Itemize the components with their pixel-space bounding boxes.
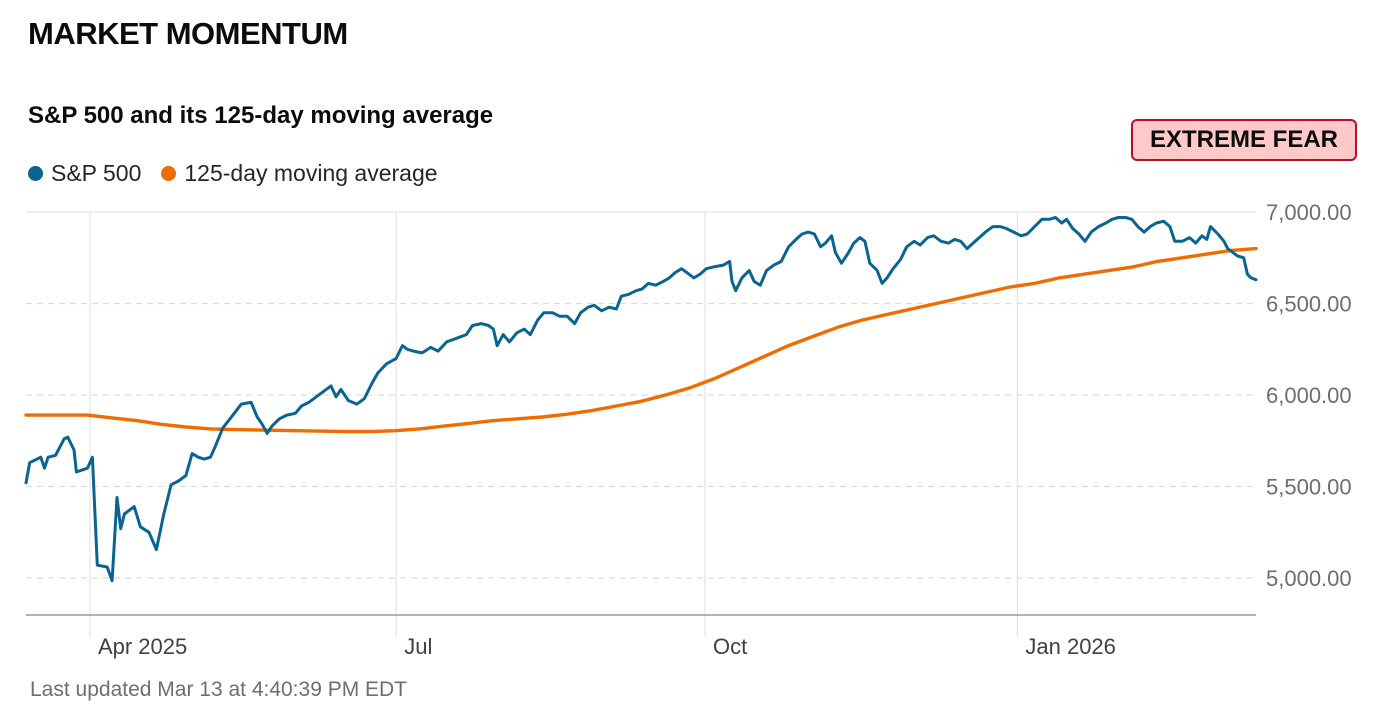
moving-average-series-line — [24, 246, 1258, 434]
legend-label: S&P 500 — [51, 160, 142, 186]
y-tick-label: 6,000.00 — [1266, 383, 1352, 408]
legend-label: 125-day moving average — [184, 160, 438, 186]
legend-item-moving-average: 125-day moving average — [161, 160, 438, 187]
x-tick-label: Oct — [713, 634, 747, 659]
legend-dot-icon — [28, 166, 43, 181]
legend-item-sp500: S&P 500 — [28, 160, 141, 187]
fear-greed-badge: EXTREME FEAR — [1131, 119, 1357, 161]
chart-legend: S&P 500 125-day moving average — [28, 160, 458, 187]
x-tick-label: Jan 2026 — [1025, 634, 1116, 659]
y-tick-label: 6,500.00 — [1266, 292, 1352, 317]
sp500-series-line — [24, 216, 1258, 583]
chart-title: S&P 500 and its 125-day moving average — [28, 102, 494, 129]
y-tick-label: 5,000.00 — [1266, 566, 1352, 591]
line-chart: 5,000.00 5,500.00 6,000.00 6,500.00 7,000.00… — [24, 200, 1352, 659]
y-tick-label: 5,500.00 — [1266, 475, 1352, 500]
x-tick-label: Apr 2025 — [98, 634, 187, 659]
last-updated-text: Last updated Mar 13 at 4:40:39 PM EDT — [30, 678, 408, 701]
legend-dot-icon — [161, 166, 177, 181]
x-tick-label: Jul — [404, 634, 432, 659]
y-tick-label: 7,000.00 — [1266, 200, 1352, 225]
page-title: MARKET MOMENTUM — [28, 16, 348, 51]
